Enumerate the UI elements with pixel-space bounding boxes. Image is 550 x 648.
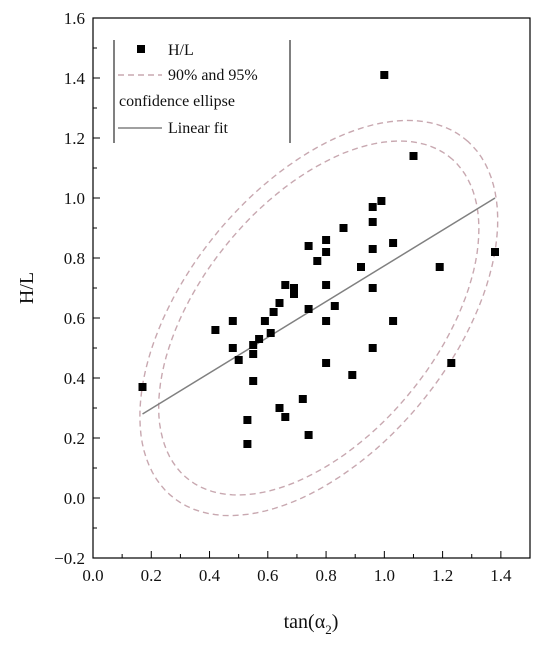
y-tick-label: 0.6 [64, 309, 85, 328]
x-tick-label: 1.2 [432, 566, 453, 585]
data-point [249, 350, 258, 358]
data-point [330, 302, 339, 310]
data-point [368, 203, 377, 211]
data-point [368, 284, 377, 292]
data-point [357, 263, 365, 271]
data-point [275, 404, 284, 412]
y-tick-label: 0.4 [64, 369, 86, 388]
data-point [377, 197, 386, 205]
data-point [348, 371, 357, 379]
data-point [322, 281, 331, 289]
data-point [275, 299, 284, 307]
axis-ticks: 0.0 0.2 0.4 0.6 0.8 1.0 1.2 1.4−0.20.00.20.40.6… [54, 9, 512, 585]
data-point [313, 257, 322, 265]
data-point [389, 239, 398, 247]
legend-fit-label: Linear fit [168, 120, 229, 137]
data-point [435, 263, 444, 271]
data-point [228, 317, 237, 325]
data-point [243, 440, 252, 448]
data-point [234, 356, 243, 364]
legend-ellipse-label-line1: 90% and 95% [168, 67, 258, 84]
data-point [255, 335, 264, 343]
data-point [266, 329, 275, 337]
data-point [339, 224, 348, 232]
legend-points-label: H/L [168, 42, 194, 59]
x-tick-label: 0.4 [199, 566, 221, 585]
legend: H/L 90% and 95% confidence ellipse Linea… [113, 40, 291, 143]
x-axis-title-close: ) [332, 611, 339, 633]
y-tick-label: 1.6 [64, 9, 85, 28]
data-point [249, 341, 258, 349]
data-point [243, 416, 252, 424]
y-tick-label: 1.4 [64, 69, 86, 88]
data-point [249, 377, 258, 385]
data-point [290, 284, 298, 292]
data-point [211, 326, 220, 334]
data-point [322, 248, 331, 256]
y-tick-label: 0.8 [64, 249, 85, 268]
data-point [368, 245, 377, 253]
data-point [322, 236, 331, 244]
x-tick-label: 0.6 [257, 566, 278, 585]
x-axis-title-main: tan(α [284, 611, 326, 633]
data-point [269, 308, 278, 316]
confidence-ellipse [139, 119, 499, 517]
x-tick-label: 0.8 [315, 566, 336, 585]
data-point [260, 317, 269, 325]
y-tick-label: 1.0 [64, 189, 85, 208]
data-point [380, 71, 389, 79]
x-axis-title-subscript: 2 [325, 622, 332, 637]
confidence-ellipse [157, 140, 480, 496]
data-point [290, 290, 298, 298]
data-point [409, 152, 418, 160]
linear-fit-line [142, 197, 496, 415]
y-axis-title: H/L [16, 272, 38, 304]
data-point [304, 242, 313, 250]
y-tick-label: −0.2 [54, 549, 85, 568]
data-point [304, 431, 313, 439]
data-point [322, 359, 331, 367]
data-point [389, 317, 398, 325]
x-tick-label: 1.4 [490, 566, 512, 585]
data-point [491, 248, 499, 256]
confidence-ellipses [139, 119, 499, 517]
x-tick-label: 0.2 [141, 566, 162, 585]
data-points [138, 71, 499, 448]
data-point [298, 395, 307, 403]
data-point [304, 305, 313, 313]
legend-points-swatch [137, 45, 145, 53]
data-point [322, 317, 331, 325]
y-tick-label: 0.2 [64, 429, 85, 448]
data-point [447, 359, 456, 367]
data-point [138, 383, 147, 391]
data-point [368, 344, 377, 352]
x-axis-title: tan(α2) [284, 611, 339, 637]
x-tick-label: 0.0 [82, 566, 103, 585]
legend-ellipse-label-line2: confidence ellipse [119, 93, 235, 110]
data-point [281, 413, 290, 421]
data-point [368, 218, 377, 226]
data-point [228, 344, 237, 352]
data-point [281, 281, 290, 289]
x-tick-label: 1.0 [374, 566, 395, 585]
y-tick-label: 1.2 [64, 129, 85, 148]
y-tick-label: 0.0 [64, 489, 85, 508]
linear-fit [142, 197, 496, 415]
